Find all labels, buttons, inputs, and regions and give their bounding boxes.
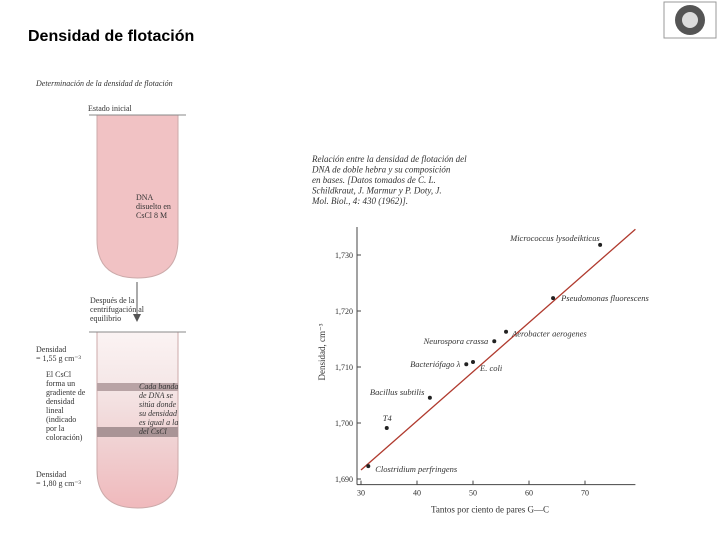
point-label: Bacteriófago λ (410, 359, 461, 369)
label: Densidad (36, 345, 66, 354)
point (427, 395, 432, 400)
point (366, 464, 371, 469)
x-tick-label: 70 (581, 489, 589, 498)
x-tick-label: 30 (357, 489, 365, 498)
caption: Relación entre la densidad de flotación … (311, 154, 467, 164)
caption: Schildkraut, J. Marmur y P. Doty, J. (312, 186, 442, 196)
point-label: T4 (383, 413, 393, 423)
point (504, 329, 509, 334)
tube-initial (89, 114, 186, 279)
point-label: Micrococcus lysodeikticus (509, 233, 600, 243)
point-label: Pseudomonas fluorescens (560, 293, 649, 303)
tube-equilibrium (89, 331, 186, 509)
label: es igual a la (139, 418, 178, 427)
point (598, 242, 603, 247)
label: por la (46, 424, 65, 433)
point (384, 426, 389, 431)
label: DNA (136, 193, 154, 202)
label: Densidad (36, 470, 66, 479)
label: lineal (46, 406, 65, 415)
label: de DNA se (139, 391, 174, 400)
caption: DNA de doble hebra y su composición (311, 165, 451, 175)
x-axis-label: Tantos por ciento de pares G—C (431, 505, 549, 515)
label: Estado inicial (88, 104, 133, 113)
label: centrifugación al (90, 305, 145, 314)
label: (indicado (46, 415, 76, 424)
y-tick-label: 1,700 (335, 419, 353, 428)
label: Cada banda (139, 382, 178, 391)
point-label: Bacillus subtilis (370, 387, 425, 397)
point-label: Aerobacter aerogenes (511, 329, 587, 339)
y-tick-label: 1,720 (335, 307, 353, 316)
caption: Mol. Biol., 4: 430 (1962)]. (311, 196, 408, 206)
label: densidad (46, 397, 74, 406)
logo (663, 1, 717, 39)
point-label: Neurospora crassa (423, 336, 489, 346)
label: forma un (46, 379, 75, 388)
x-tick-label: 40 (413, 489, 421, 498)
y-axis-label: Densidad, cm⁻³ (317, 323, 327, 380)
arrow-head (133, 314, 141, 322)
label: su densidad (139, 409, 178, 418)
point (471, 359, 475, 364)
label: coloración) (46, 433, 83, 442)
point (464, 362, 469, 367)
trend-line (360, 228, 636, 471)
label: CsCl 8 M (136, 211, 167, 220)
point-label: E. coli (479, 363, 503, 373)
figure-title: Determinación de la densidad de flotació… (35, 79, 173, 88)
label: del CsCl (139, 427, 168, 436)
y-tick-label: 1,710 (335, 363, 353, 372)
caption: en bases. [Datos tomados de C. L. (312, 175, 436, 185)
x-tick-label: 50 (469, 489, 477, 498)
label: equilibrio (90, 314, 121, 323)
y-tick-label: 1,690 (335, 475, 353, 484)
label: Después de la (90, 296, 135, 305)
label: = 1,80 g cm⁻³ (36, 479, 82, 488)
y-tick-label: 1,730 (335, 251, 353, 260)
label: = 1,55 g cm⁻³ (36, 354, 82, 363)
point (492, 339, 497, 344)
point-label: Clostridium perfringens (375, 464, 458, 474)
label: gradiente de (46, 388, 86, 397)
x-tick-label: 60 (525, 489, 533, 498)
label: sitúa donde (139, 400, 177, 409)
point (551, 296, 556, 301)
label: El CsCl (46, 370, 72, 379)
slide-title: Densidad de flotación (28, 28, 194, 45)
label: disuelto en (136, 202, 171, 211)
